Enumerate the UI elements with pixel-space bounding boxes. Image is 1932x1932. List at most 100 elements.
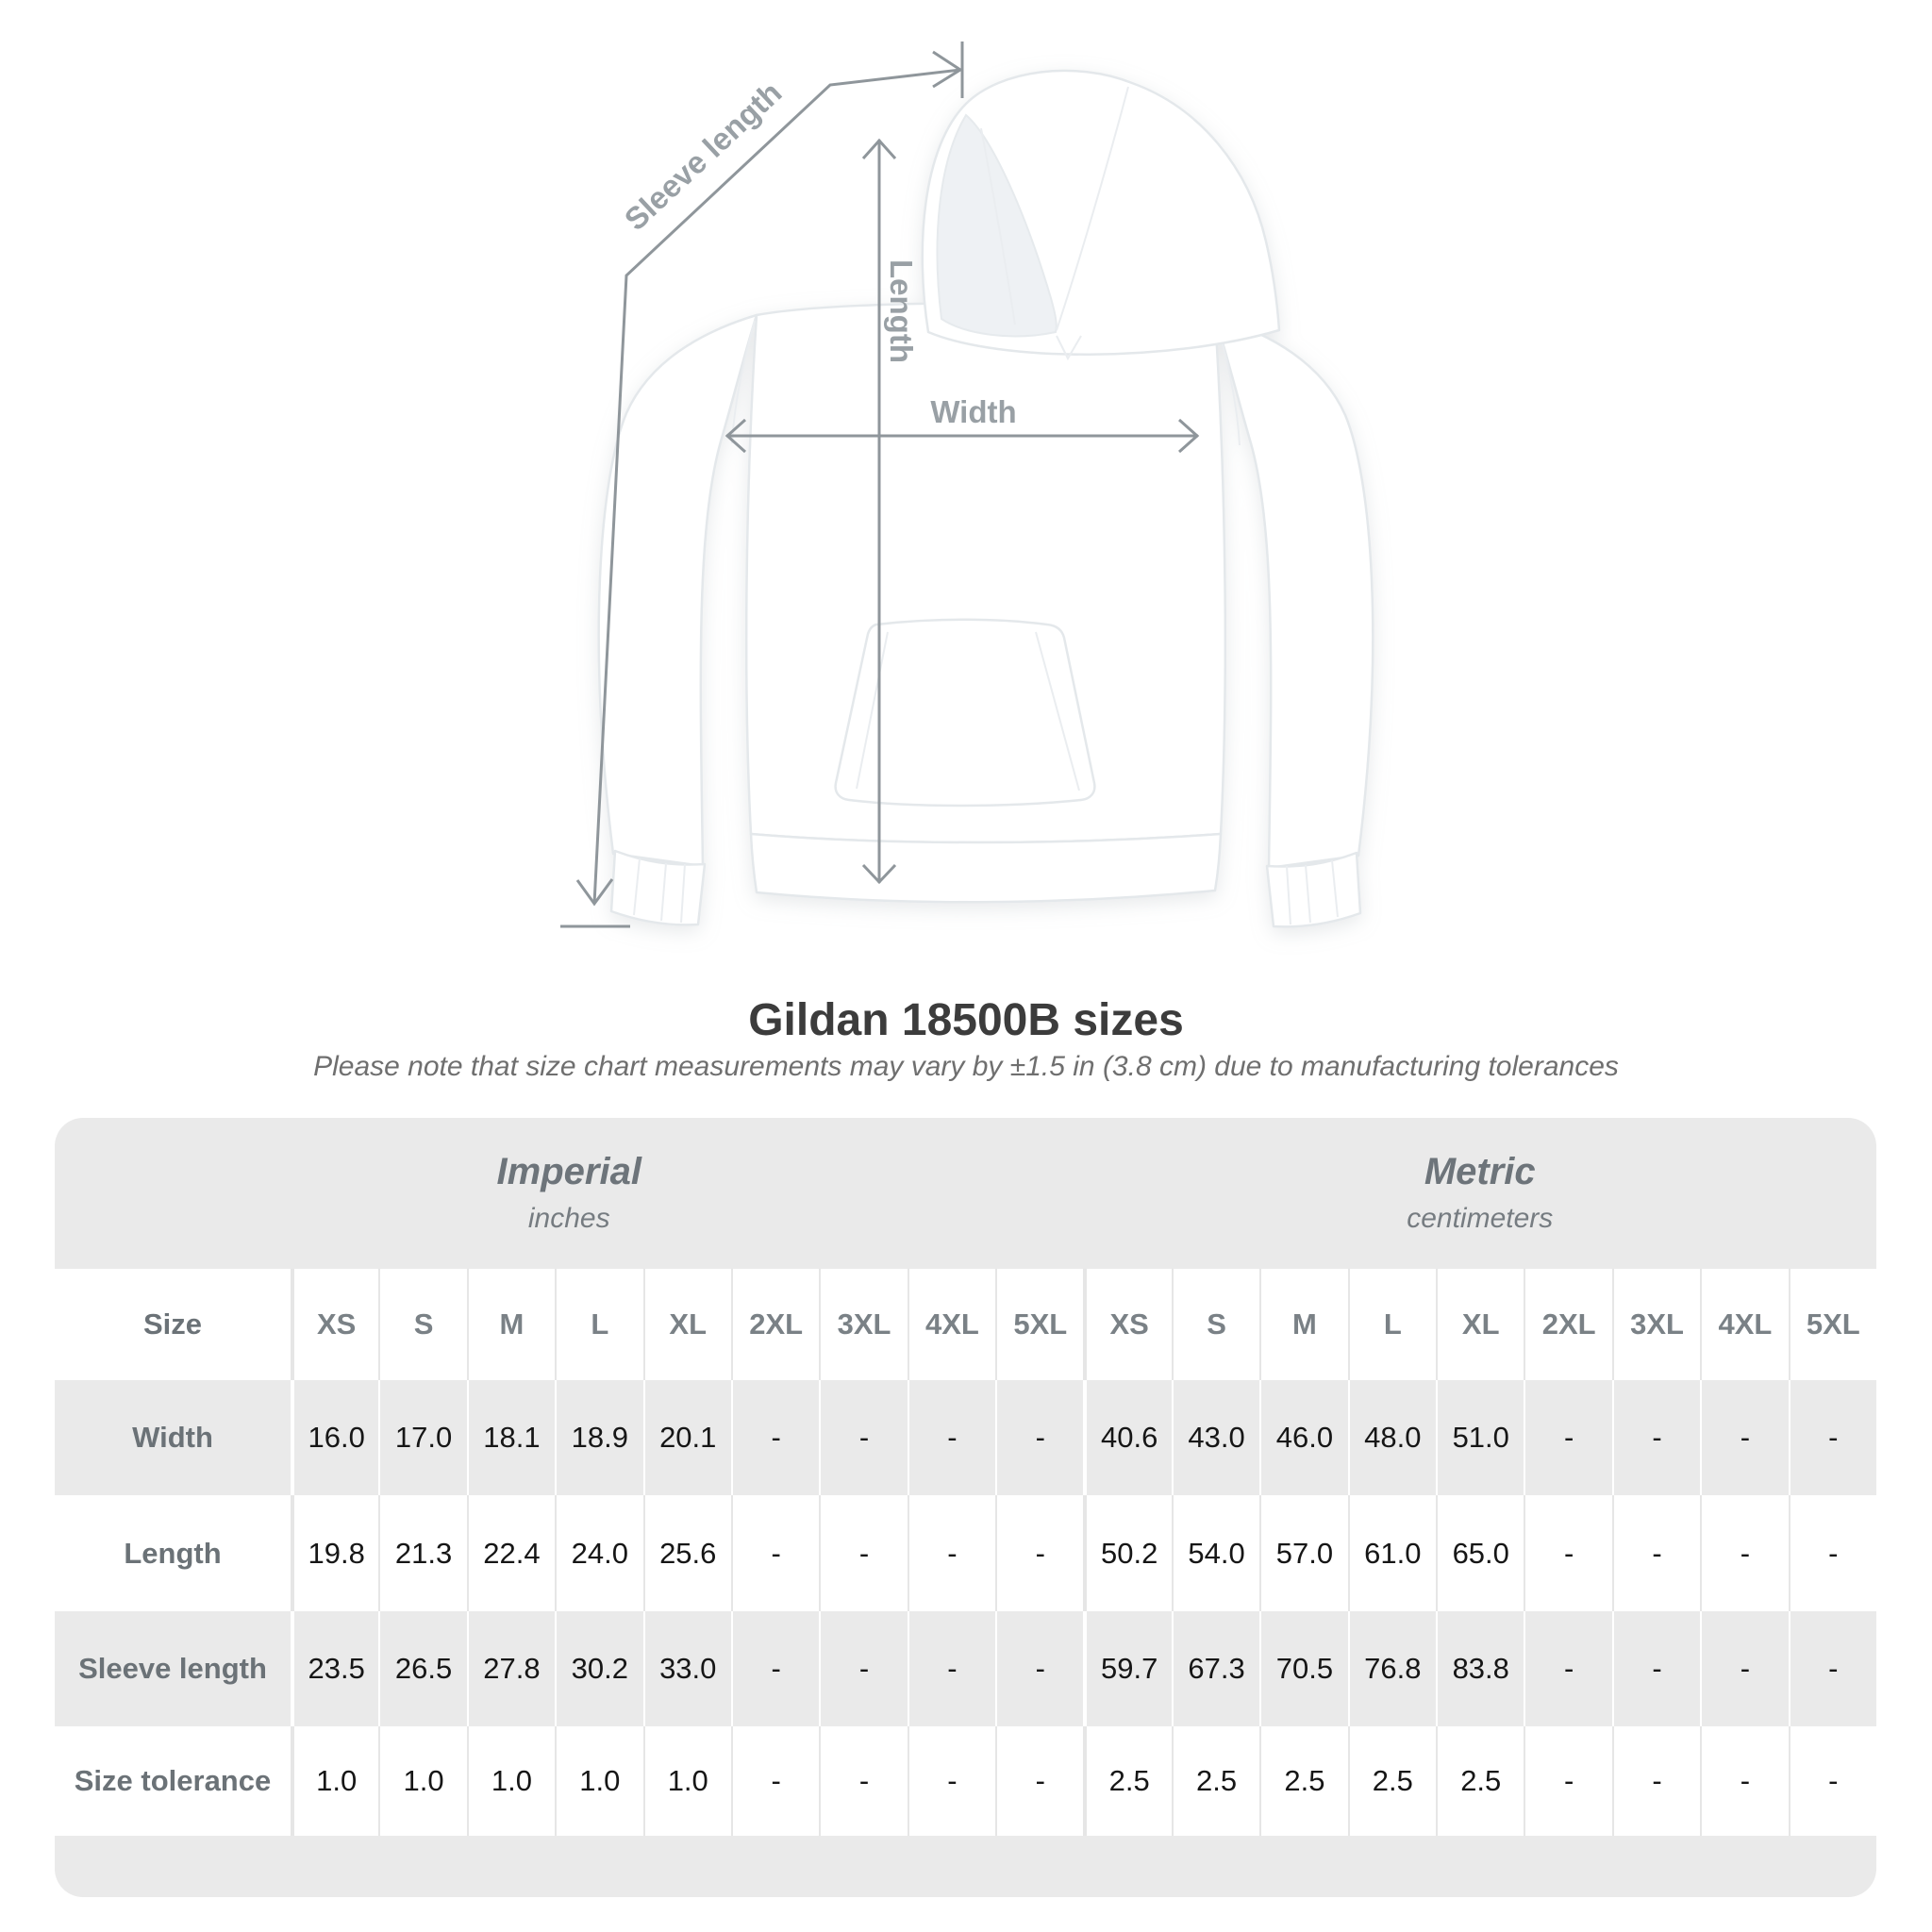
value-cell: -	[730, 1611, 820, 1726]
value-cell: 26.5	[378, 1611, 467, 1726]
size-col-header: 5XL	[995, 1269, 1084, 1380]
value-cell: 2.5	[1347, 1726, 1437, 1836]
page-title: Gildan 18500B sizes	[748, 995, 1184, 1045]
page-subtitle: Please note that size chart measurements…	[313, 1051, 1619, 1082]
value-cell: -	[1788, 1380, 1876, 1495]
value-cell: -	[819, 1495, 908, 1611]
value-cell: 54.0	[1171, 1495, 1260, 1611]
value-cell: 61.0	[1347, 1495, 1437, 1611]
size-col-header: 2XL	[730, 1269, 820, 1380]
value-cell: 1.0	[466, 1726, 556, 1836]
width-label: Width	[930, 394, 1016, 429]
size-header-label: Size	[55, 1269, 291, 1380]
value-cell: -	[1700, 1380, 1789, 1495]
value-cell: 16.0	[291, 1380, 379, 1495]
size-col-header: 3XL	[819, 1269, 908, 1380]
row-label: Size tolerance	[55, 1726, 291, 1836]
size-col-header: XS	[291, 1269, 379, 1380]
value-cell: 1.0	[555, 1726, 643, 1836]
value-cell: 46.0	[1259, 1380, 1348, 1495]
value-cell: 20.1	[642, 1380, 731, 1495]
value-cell: -	[730, 1380, 820, 1495]
value-cell: -	[1788, 1495, 1876, 1611]
size-col-header: 2XL	[1524, 1269, 1612, 1380]
value-cell: 18.9	[555, 1380, 643, 1495]
value-cell: 2.5	[1259, 1726, 1348, 1836]
value-cell: 25.6	[642, 1495, 731, 1611]
hoodie-illustration: Sleeve length Length Width	[560, 42, 1374, 928]
value-cell: -	[1788, 1611, 1876, 1726]
value-cell: 65.0	[1436, 1495, 1524, 1611]
unit-group-imperial: Imperial inches	[55, 1118, 1084, 1269]
value-cell: 67.3	[1171, 1611, 1260, 1726]
size-chart: Imperial inches Metric centimeters Size X…	[55, 1118, 1876, 1897]
value-cell: -	[1700, 1611, 1789, 1726]
value-cell: 23.5	[291, 1611, 379, 1726]
row-label: Width	[55, 1380, 291, 1495]
value-cell: -	[1788, 1726, 1876, 1836]
imperial-group-title: Imperial	[496, 1151, 641, 1192]
value-cell: -	[907, 1611, 996, 1726]
value-cell: -	[1700, 1495, 1789, 1611]
value-cell: -	[995, 1726, 1084, 1836]
size-col-header: 5XL	[1788, 1269, 1876, 1380]
value-cell: 83.8	[1436, 1611, 1524, 1726]
size-col-header: XS	[1083, 1269, 1172, 1380]
value-cell: 43.0	[1171, 1380, 1260, 1495]
value-cell: -	[1611, 1726, 1701, 1836]
value-cell: 48.0	[1347, 1380, 1437, 1495]
hoodie-graphic	[597, 69, 1374, 928]
imperial-group-subtitle: inches	[527, 1203, 610, 1234]
measurement-lines	[560, 42, 1200, 928]
table-footer-bar	[55, 1836, 1876, 1897]
value-cell: 17.0	[378, 1380, 467, 1495]
value-cell: -	[1611, 1611, 1701, 1726]
value-cell: 2.5	[1083, 1726, 1172, 1836]
value-cell: 24.0	[555, 1495, 643, 1611]
value-cell: 30.2	[555, 1611, 643, 1726]
size-col-header: L	[555, 1269, 643, 1380]
value-cell: 33.0	[642, 1611, 731, 1726]
value-cell: -	[907, 1726, 996, 1836]
value-cell: 59.7	[1083, 1611, 1172, 1726]
value-cell: -	[1524, 1726, 1612, 1836]
value-cell: -	[1524, 1495, 1612, 1611]
row-label: Sleeve length	[55, 1611, 291, 1726]
value-cell: -	[1611, 1495, 1701, 1611]
value-cell: -	[819, 1726, 908, 1836]
value-cell: -	[995, 1495, 1084, 1611]
value-cell: -	[730, 1726, 820, 1836]
value-cell: -	[907, 1380, 996, 1495]
metric-group-subtitle: centimeters	[1407, 1203, 1554, 1234]
value-cell: 1.0	[642, 1726, 731, 1836]
unit-group-metric: Metric centimeters	[1083, 1118, 1876, 1269]
size-col-header: 4XL	[907, 1269, 996, 1380]
sleeve-length-label: Sleeve length	[618, 75, 789, 237]
value-cell: 2.5	[1436, 1726, 1524, 1836]
size-col-header: S	[1171, 1269, 1260, 1380]
size-col-header: 4XL	[1700, 1269, 1789, 1380]
value-cell: -	[1524, 1611, 1612, 1726]
value-cell: -	[1611, 1380, 1701, 1495]
value-cell: 51.0	[1436, 1380, 1524, 1495]
size-chart-grid: Imperial inches Metric centimeters Size X…	[55, 1118, 1876, 1897]
value-cell: -	[995, 1380, 1084, 1495]
size-col-header: M	[466, 1269, 556, 1380]
size-col-header: L	[1347, 1269, 1437, 1380]
value-cell: 22.4	[466, 1495, 556, 1611]
value-cell: 18.1	[466, 1380, 556, 1495]
value-cell: 1.0	[378, 1726, 467, 1836]
value-cell: 40.6	[1083, 1380, 1172, 1495]
length-label: Length	[884, 259, 919, 363]
row-label: Length	[55, 1495, 291, 1611]
value-cell: 70.5	[1259, 1611, 1348, 1726]
value-cell: -	[907, 1495, 996, 1611]
value-cell: -	[819, 1380, 908, 1495]
value-cell: 50.2	[1083, 1495, 1172, 1611]
size-col-header: 3XL	[1611, 1269, 1701, 1380]
metric-group-title: Metric	[1424, 1151, 1536, 1192]
size-col-header: XL	[642, 1269, 731, 1380]
value-cell: -	[1524, 1380, 1612, 1495]
value-cell: -	[730, 1495, 820, 1611]
value-cell: -	[819, 1611, 908, 1726]
